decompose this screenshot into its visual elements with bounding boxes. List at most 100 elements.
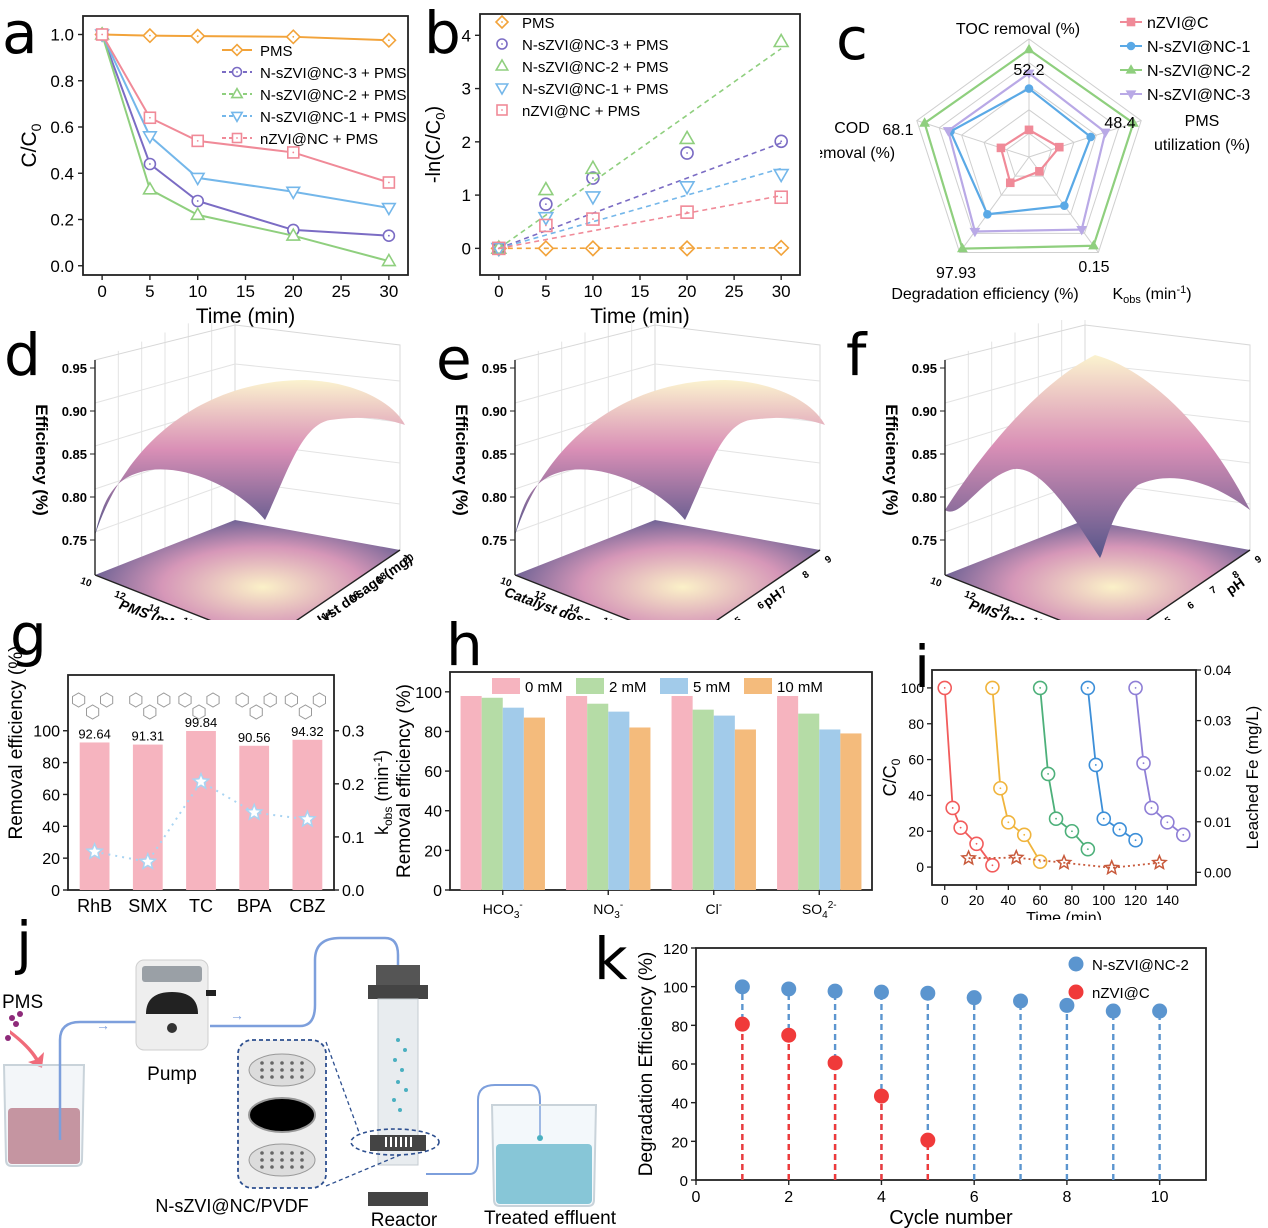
chart-d-response-surface: 0.75 0.80 0.85 0.90 0.95 Efficiency (%) 10 12 14…	[32, 320, 417, 620]
legend-marker-dot	[501, 109, 503, 111]
bubble	[404, 1088, 408, 1092]
grid-line	[94, 480, 236, 533]
series-4	[95, 28, 396, 189]
bar	[523, 717, 545, 890]
radar-point-dot	[1009, 181, 1012, 184]
legend-marker	[230, 111, 244, 124]
x-axis	[514, 574, 632, 620]
x-tick-label: 14	[567, 602, 582, 616]
diagram-j-flow-reactor: PMS → → Pump N-sZVI@NC/PVDF Reactor Treated ef…	[2, 936, 617, 1228]
z-tick-label: 0.75	[912, 533, 937, 548]
y-tick-label: 3	[462, 80, 471, 99]
bar	[798, 713, 820, 890]
y-tick-label: 1	[462, 186, 471, 205]
z-tick-label: 0.90	[912, 404, 937, 419]
y-tick-label: 7	[1208, 584, 1219, 596]
radar-point	[969, 227, 981, 238]
x-tick-label: 15	[236, 282, 255, 301]
data-point-dot	[387, 234, 390, 237]
x-tick-label: 10	[188, 282, 207, 301]
y-axis-subscript: 0	[28, 123, 44, 131]
x-tick-label: 5	[145, 282, 154, 301]
data-point-dot	[1047, 773, 1049, 775]
z-axis-title: Efficiency (%)	[32, 404, 51, 515]
data-point	[586, 171, 600, 185]
x-tick-label: 14	[997, 602, 1012, 616]
pore	[290, 1158, 294, 1162]
effluent-label: Treated effluent	[484, 1208, 617, 1228]
legend-swatch	[492, 678, 520, 694]
response-surface	[95, 380, 405, 535]
pump-to-reactor-tube	[210, 936, 400, 1028]
y-tick-label: 40	[671, 1096, 688, 1113]
plot-frame-k	[695, 947, 1207, 1181]
ring	[206, 692, 220, 708]
ring	[312, 692, 326, 708]
bar	[629, 727, 651, 890]
pore	[270, 1061, 274, 1065]
data-point-dot	[1142, 762, 1145, 765]
molecule-structure-icon	[129, 692, 171, 720]
chart-a-concentration-decay: 0 5 10 15 20 25 30 0.0 0.2 0.4 0.6 0.8 1.0 Time (min)…	[18, 15, 409, 328]
y-axis-title: C/C0	[18, 123, 44, 167]
ring	[263, 692, 277, 708]
y-tick-label: 20	[908, 823, 924, 839]
bar-value-label: 99.84	[185, 715, 218, 730]
superscript: -1	[1176, 284, 1186, 296]
reactor-label: Reactor	[371, 1210, 438, 1228]
radar-point-dot	[1063, 204, 1066, 207]
subscript: 3	[614, 910, 620, 920]
grid-line	[94, 363, 236, 404]
data-point-dot	[149, 163, 151, 165]
ring	[143, 704, 157, 720]
cycle-line	[991, 687, 1041, 863]
bubble	[403, 1048, 407, 1052]
z-tick-label: 0.90	[62, 404, 87, 419]
pore	[260, 1165, 264, 1169]
superscript: -1	[371, 756, 385, 767]
y-tick-label: 100	[33, 724, 60, 741]
radar-series-2	[919, 43, 1139, 253]
panel-label-h: h	[446, 611, 483, 679]
data-point-dot	[1086, 848, 1089, 851]
pore	[300, 1158, 304, 1162]
x-tick-label: CBZ	[289, 896, 325, 916]
holder-slot	[405, 1137, 407, 1147]
outlet-tube	[426, 1084, 541, 1175]
x-tick-label: 120	[1124, 892, 1148, 908]
y-axis-subscript: 0	[433, 113, 448, 120]
pore	[260, 1061, 264, 1065]
legend-label: nZVI@C	[1147, 15, 1209, 32]
data-point	[586, 212, 600, 226]
z-tick-label: 0.95	[62, 361, 87, 376]
legend-label: nZVI@C	[1092, 985, 1150, 1002]
data-point-dot	[101, 33, 104, 36]
data-point-dot	[1166, 821, 1169, 824]
legend-marker	[230, 86, 244, 99]
legend-marker-dot	[236, 137, 238, 139]
bar-value-label: 92.64	[78, 726, 111, 741]
data-point-dot	[780, 246, 783, 249]
radar-point	[1127, 117, 1139, 127]
z-tick-label: 0.95	[482, 361, 507, 376]
fit-line	[498, 47, 782, 250]
data-point-dot	[780, 196, 783, 199]
z-tick-label: 0.85	[62, 447, 87, 462]
x-axis-title: Time (min)	[196, 305, 296, 328]
y-tick-label: 6	[1186, 600, 1197, 612]
contour-base	[515, 520, 820, 620]
legend-marker	[494, 14, 510, 30]
x-tick-label: 8	[1062, 1189, 1071, 1206]
radar-series-0	[996, 125, 1064, 188]
y-axis-title: C/C0	[880, 758, 903, 796]
plot-frame-i	[931, 669, 1197, 886]
y-axis-title: Removal efficiency (%)	[6, 646, 27, 840]
pore	[290, 1151, 294, 1155]
y-tick-label: 20	[424, 843, 442, 860]
x-axis	[94, 574, 212, 620]
x-tick-label: 60	[1032, 892, 1048, 908]
unit: (min	[1141, 286, 1177, 303]
bar	[460, 695, 482, 890]
x-tick-label: 20	[284, 282, 303, 301]
